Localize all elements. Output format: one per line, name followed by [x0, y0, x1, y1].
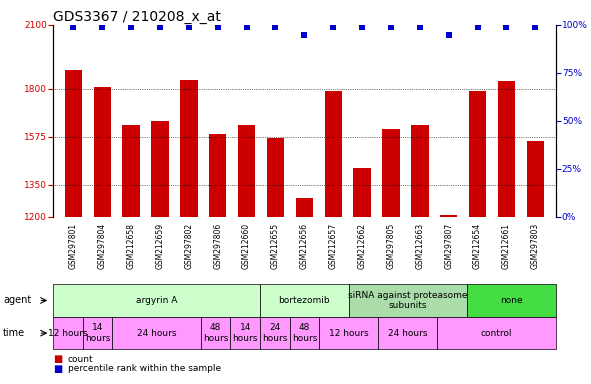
Bar	[349, 284, 467, 317]
Bar	[260, 317, 290, 349]
Point	[531, 24, 540, 30]
Point	[98, 24, 107, 30]
Point	[271, 24, 280, 30]
Bar	[201, 317, 230, 349]
Bar	[230, 317, 260, 349]
Text: 14
hours: 14 hours	[85, 323, 110, 343]
Bar	[122, 125, 140, 217]
Text: 12 hours: 12 hours	[48, 329, 88, 338]
Bar	[53, 284, 260, 317]
Text: 48
hours: 48 hours	[203, 323, 228, 343]
Point	[184, 24, 194, 30]
Bar	[527, 141, 544, 217]
Point	[387, 24, 396, 30]
Point	[329, 24, 338, 30]
Text: count: count	[68, 354, 93, 364]
Bar	[353, 168, 371, 217]
Text: ■: ■	[53, 354, 63, 364]
Bar	[296, 198, 313, 217]
Point	[213, 24, 222, 30]
Text: ■: ■	[53, 364, 63, 374]
Bar	[238, 125, 255, 217]
Bar	[498, 81, 515, 217]
Bar	[290, 317, 319, 349]
Text: 12 hours: 12 hours	[329, 329, 369, 338]
Point	[126, 24, 136, 30]
Point	[358, 24, 367, 30]
Bar	[83, 317, 112, 349]
Bar	[411, 125, 428, 217]
Point	[502, 24, 511, 30]
Text: percentile rank within the sample: percentile rank within the sample	[68, 364, 221, 373]
Bar	[180, 80, 197, 217]
Text: 24 hours: 24 hours	[137, 329, 176, 338]
Bar	[469, 91, 486, 217]
Text: agent: agent	[3, 295, 31, 306]
Point	[473, 24, 482, 30]
Bar	[53, 317, 83, 349]
Text: 48
hours: 48 hours	[292, 323, 317, 343]
Bar	[209, 134, 226, 217]
Bar	[324, 91, 342, 217]
Text: siRNA against proteasome
subunits: siRNA against proteasome subunits	[348, 291, 467, 310]
Text: argyrin A: argyrin A	[136, 296, 177, 305]
Text: time: time	[3, 328, 25, 338]
Point	[415, 24, 424, 30]
Bar	[93, 87, 111, 217]
Bar	[260, 284, 349, 317]
Text: control: control	[480, 329, 512, 338]
Text: bortezomib: bortezomib	[278, 296, 330, 305]
Bar	[151, 121, 168, 217]
Text: 14
hours: 14 hours	[233, 323, 258, 343]
Bar	[378, 317, 437, 349]
Point	[69, 24, 78, 30]
Bar	[65, 70, 82, 217]
Text: 24
hours: 24 hours	[262, 323, 287, 343]
Bar	[440, 215, 457, 217]
Bar	[267, 138, 284, 217]
Bar	[382, 129, 400, 217]
Point	[242, 24, 251, 30]
Text: none: none	[500, 296, 522, 305]
Bar	[437, 317, 556, 349]
Point	[300, 31, 309, 38]
Point	[155, 24, 165, 30]
Bar	[319, 317, 378, 349]
Bar	[112, 317, 201, 349]
Point	[444, 31, 453, 38]
Text: GDS3367 / 210208_x_at: GDS3367 / 210208_x_at	[53, 10, 221, 24]
Bar	[467, 284, 556, 317]
Text: 24 hours: 24 hours	[388, 329, 427, 338]
